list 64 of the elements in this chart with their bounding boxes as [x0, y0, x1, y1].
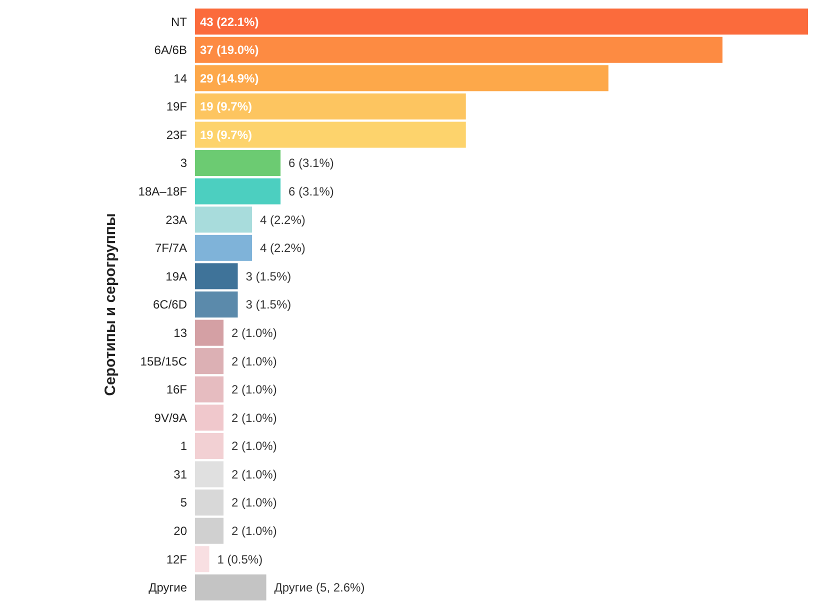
y-tick-label: 31	[174, 467, 188, 482]
data-label: 6 (3.1%)	[288, 184, 334, 199]
data-label: 2 (1.0%)	[232, 354, 277, 368]
data-label: 1 (0.5%)	[217, 552, 263, 566]
data-label: 4 (2.2%)	[260, 212, 306, 227]
bar	[195, 263, 238, 290]
bar	[195, 206, 252, 233]
y-tick-label: NT	[171, 14, 188, 29]
y-tick-label: 23A	[166, 212, 187, 227]
data-label: 2 (1.0%)	[232, 382, 277, 397]
y-tick-label: 19F	[166, 100, 187, 114]
y-tick-label: 6A/6B	[154, 43, 187, 58]
data-label: 19 (9.7%)	[200, 100, 252, 114]
bar	[195, 518, 224, 544]
bar	[195, 36, 722, 63]
y-tick-label: 13	[174, 326, 188, 340]
data-label: 2 (1.0%)	[232, 326, 277, 340]
bar	[195, 376, 224, 402]
data-label: 3 (1.5%)	[246, 269, 292, 284]
data-label: 2 (1.0%)	[232, 439, 277, 454]
bar	[195, 432, 224, 459]
bar	[195, 93, 466, 120]
data-label: 37 (19.0%)	[200, 43, 259, 58]
data-label: 19 (9.7%)	[200, 128, 252, 142]
data-label: 29 (14.9%)	[200, 71, 259, 86]
y-tick-label: 20	[174, 524, 188, 538]
bar	[195, 150, 281, 176]
bar	[195, 65, 608, 92]
bar	[195, 546, 210, 572]
bar	[195, 348, 224, 374]
y-tick-label: Другие	[148, 580, 188, 595]
data-label: 2 (1.0%)	[232, 524, 277, 538]
bar	[195, 178, 281, 204]
y-tick-label: 23F	[166, 128, 187, 142]
y-tick-label: 6C/6D	[152, 298, 188, 312]
data-label: 6 (3.1%)	[288, 156, 334, 170]
y-tick-label: 15B/15C	[140, 354, 188, 368]
y-axis-title: Серотипы и серогруппы	[102, 213, 119, 396]
y-tick-label: 19A	[166, 269, 187, 284]
data-label: 2 (1.0%)	[232, 410, 277, 425]
data-label: 2 (1.0%)	[232, 496, 277, 510]
data-label: 3 (1.5%)	[246, 298, 292, 312]
data-label: 2 (1.0%)	[232, 467, 277, 482]
y-tick-label: 7F/7A	[154, 241, 187, 256]
data-label: Другие (5, 2.6%)	[274, 580, 365, 595]
bar	[195, 234, 252, 261]
bar	[195, 122, 466, 148]
y-tick-label: 12F	[166, 552, 187, 566]
y-tick-label: 16F	[166, 382, 187, 397]
data-label: 43 (22.1%)	[200, 14, 259, 29]
bar	[195, 291, 238, 318]
bar	[195, 461, 224, 488]
y-tick-label: 18A–18F	[138, 184, 187, 199]
y-tick-label: 9V/9A	[154, 410, 187, 425]
bar	[195, 8, 808, 35]
bar	[195, 404, 224, 431]
y-tick-label: 3	[180, 156, 188, 170]
y-tick-label: 5	[180, 496, 188, 510]
data-label: 4 (2.2%)	[260, 241, 306, 256]
y-tick-label: 1	[180, 439, 188, 454]
y-tick-label: 14	[174, 71, 188, 86]
bar	[195, 320, 224, 346]
bar	[195, 490, 224, 516]
bar	[195, 574, 266, 600]
